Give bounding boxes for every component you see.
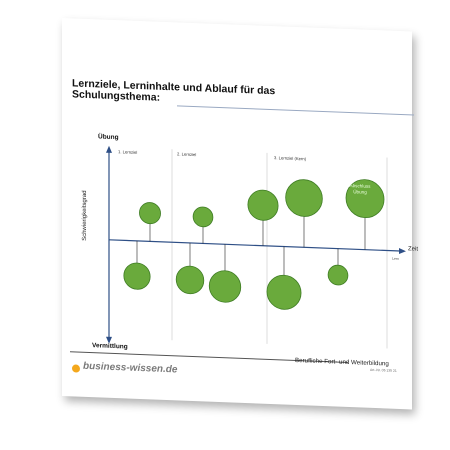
timeline-circle (123, 262, 151, 290)
article-number: Art.-Nr. 05 135 21 (370, 367, 397, 373)
y-top-label: Übung (98, 133, 119, 142)
document-page: Lernziele, Lerninhalte und Ablauf für da… (62, 18, 418, 410)
timeline-circles (123, 179, 385, 310)
x-axis-sublabel: Lern (392, 256, 400, 261)
timeline-circle (285, 179, 323, 217)
timeline-circle (139, 202, 161, 225)
timeline-circle (247, 189, 279, 221)
timeline-circle (192, 206, 214, 228)
timeline-circle (327, 264, 349, 286)
y-axis-arrow-down (106, 336, 112, 344)
y-axis-arrow-up (106, 145, 112, 153)
learning-diagram (106, 145, 406, 349)
x-axis-arrow (399, 247, 406, 254)
section-label-2: 2. Lernziel (177, 151, 197, 158)
y-bottom-label: Vermittlung (92, 342, 128, 351)
timeline-circle (345, 179, 385, 219)
x-axis-label: Zeit (408, 246, 419, 253)
y-axis-label: Schwierigkeitsgrad (82, 190, 88, 241)
circle-label-line-2: Übung (353, 188, 367, 195)
timeline-circle (208, 270, 242, 303)
logo-dot-icon (72, 364, 80, 373)
brand-logo: business-wissen.de (83, 360, 178, 376)
section-dividers (171, 149, 388, 349)
timeline-circle (175, 265, 205, 295)
timeline-circle (266, 274, 302, 310)
section-label-1: 1. Lernziel (118, 149, 138, 155)
circle-label: Abschluss Übung (342, 183, 378, 195)
x-axis (109, 239, 400, 252)
